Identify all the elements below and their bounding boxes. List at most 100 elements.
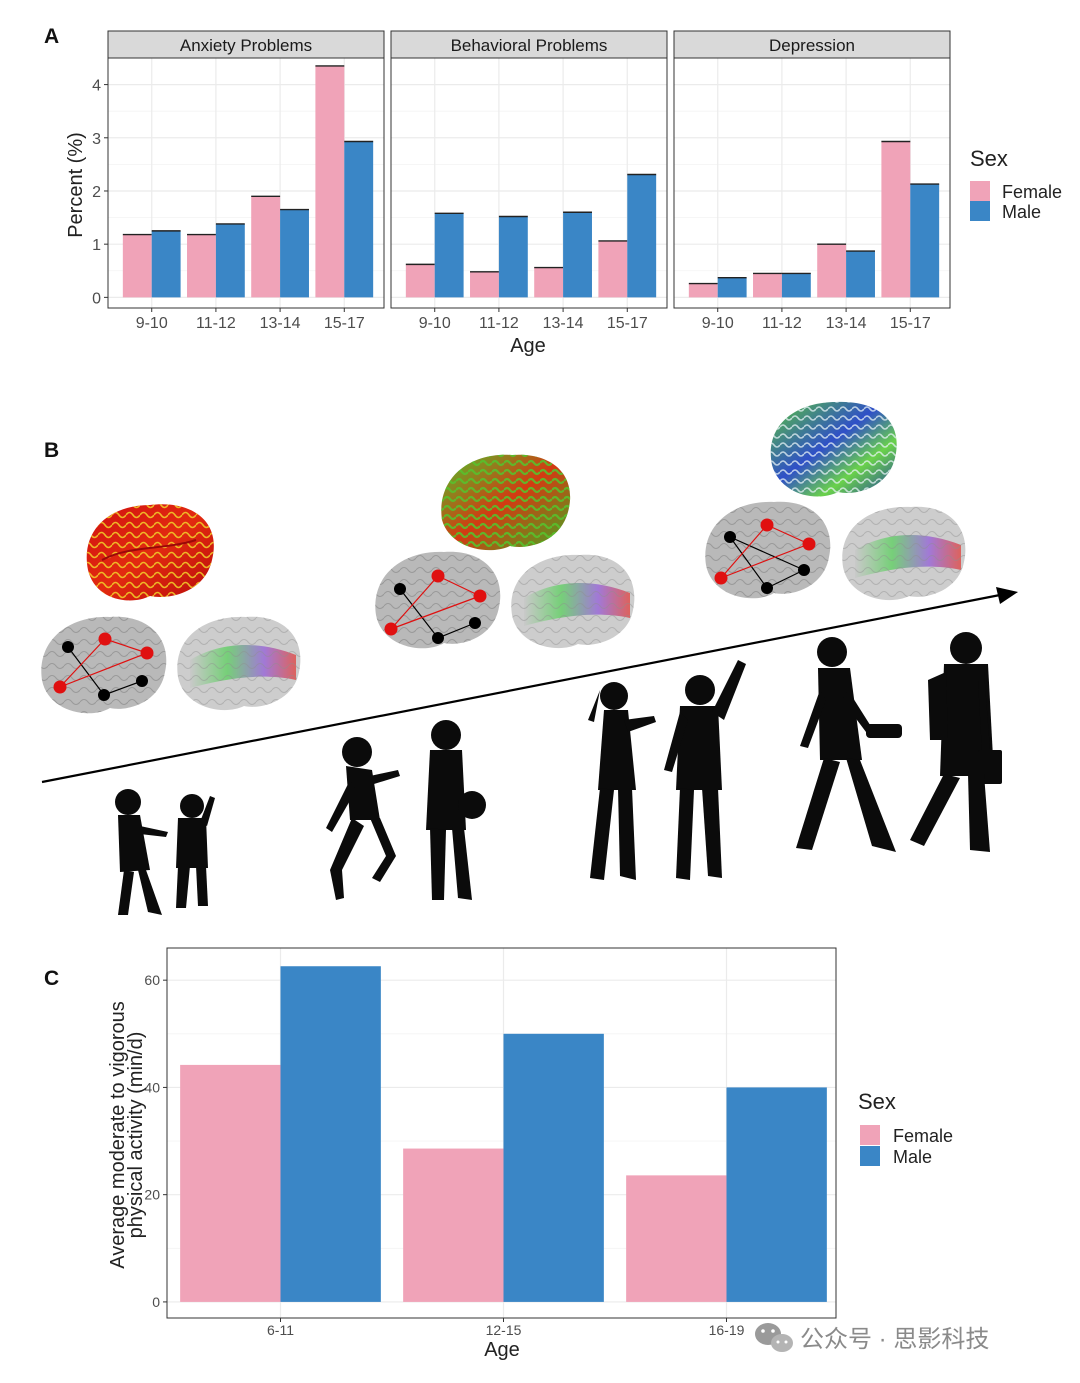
chart-c-border bbox=[166, 947, 837, 1319]
bar-female-9-10 bbox=[122, 234, 152, 298]
bar-male-9-10 bbox=[717, 277, 747, 298]
chart-a-x-axis-title: Age bbox=[510, 335, 546, 357]
bar-male-16-19 bbox=[726, 1087, 827, 1302]
connectivity-brain-3 bbox=[705, 501, 831, 599]
tractography-brain-1 bbox=[177, 616, 301, 711]
bar-female-16-19 bbox=[626, 1175, 727, 1302]
watermark-text: 公众号 · 思影科技 bbox=[800, 1326, 989, 1353]
bar-female-9-10 bbox=[688, 283, 718, 298]
panel-c-letter: C bbox=[44, 967, 59, 990]
bar-male-11-12 bbox=[498, 216, 528, 298]
legend-c: Sex Female Male bbox=[858, 1089, 953, 1167]
bar-female-13-14 bbox=[534, 267, 564, 298]
facet-strip-label: Anxiety Problems bbox=[180, 36, 312, 55]
connectivity-brain-1 bbox=[41, 616, 167, 714]
y-tick-label: 40 bbox=[144, 1079, 160, 1095]
watermark: 公众号 · 思影科技 bbox=[755, 1323, 989, 1353]
bar-female-15-17 bbox=[881, 141, 911, 298]
bar-female-12-15 bbox=[403, 1148, 504, 1302]
legend-a-title: Sex bbox=[970, 146, 1008, 171]
bar-male-13-14 bbox=[846, 251, 875, 298]
chart-a-y-axis-title: Percent (%) bbox=[65, 132, 87, 238]
x-tick-label: 11-12 bbox=[762, 315, 802, 332]
silhouette-waving-boy bbox=[664, 660, 746, 880]
facet-strip-label: Depression bbox=[769, 36, 855, 55]
cortical-surface-brain-2 bbox=[441, 454, 571, 551]
bar-male-13-14 bbox=[280, 209, 309, 298]
legend-a: Sex Female Male bbox=[970, 146, 1062, 222]
y-tick-label: 60 bbox=[144, 972, 160, 988]
x-tick-label: 9-10 bbox=[702, 315, 734, 332]
facet-border bbox=[390, 57, 668, 309]
cortical-surface-brain-1 bbox=[86, 504, 214, 601]
y-tick-label: 0 bbox=[92, 290, 101, 307]
x-tick-label: 9-10 bbox=[419, 315, 451, 332]
bar-male-11-12 bbox=[215, 223, 245, 298]
x-tick-label: 13-14 bbox=[260, 315, 301, 332]
facet-behavioral-problems: Behavioral Problems 9-10 11-12 13-14 15-17 bbox=[390, 30, 668, 332]
panel-b-letter: B bbox=[44, 439, 59, 462]
silhouette-woman-walking bbox=[796, 637, 902, 852]
bar-female-15-17 bbox=[315, 65, 345, 298]
bar-female-11-12 bbox=[753, 273, 782, 298]
facet-strip bbox=[107, 30, 385, 59]
x-tick-label: 15-17 bbox=[890, 315, 931, 332]
bar-male-9-10 bbox=[151, 230, 181, 298]
x-tick-label: 11-12 bbox=[479, 315, 519, 332]
silhouette-teen-girl bbox=[588, 682, 656, 880]
y-tick-label: 20 bbox=[144, 1187, 160, 1203]
bar-female-6-11 bbox=[180, 1064, 281, 1302]
y-tick-label: 4 bbox=[92, 78, 101, 95]
legend-c-male-label: Male bbox=[893, 1147, 932, 1167]
bar-male-6-11 bbox=[280, 966, 381, 1302]
age-arrow bbox=[41, 593, 1001, 784]
chart-c-x-axis-title: Age bbox=[484, 1339, 520, 1361]
legend-c-female-label: Female bbox=[893, 1126, 953, 1146]
y-tick-label: 2 bbox=[92, 184, 101, 201]
facet-border bbox=[107, 57, 385, 309]
y-tick-label: 3 bbox=[92, 131, 101, 148]
legend-a-male-label: Male bbox=[1002, 202, 1041, 222]
tractography-brain-3 bbox=[842, 506, 966, 601]
y-tick-label: 0 bbox=[152, 1294, 160, 1310]
chart-c: 0 20 40 60 6-11 12-15 16-19 Average moderate t… bbox=[107, 947, 837, 1361]
x-tick-label: 11-12 bbox=[196, 315, 236, 332]
cortical-surface-brain-3 bbox=[770, 401, 897, 497]
chart-c-y-axis-title-line-2: physical activity (min/d) bbox=[125, 1032, 147, 1239]
facet-strip bbox=[673, 30, 951, 59]
tractography-brain-2 bbox=[511, 554, 635, 649]
legend-c-title: Sex bbox=[858, 1089, 896, 1114]
bar-male-15-17 bbox=[344, 141, 374, 298]
bar-male-13-14 bbox=[563, 212, 592, 298]
facet-anxiety-problems: Anxiety Problems 9-10 11-12 13-14 15-17 bbox=[107, 30, 385, 332]
x-tick-label: 15-17 bbox=[324, 315, 365, 332]
silhouette-man-with-briefcase bbox=[910, 632, 1002, 852]
silhouette-child-girl bbox=[115, 789, 168, 915]
bar-male-15-17 bbox=[627, 174, 657, 298]
legend-c-female-swatch bbox=[860, 1125, 880, 1145]
bar-female-13-14 bbox=[251, 196, 281, 298]
x-tick-label: 13-14 bbox=[543, 315, 584, 332]
y-tick-label: 1 bbox=[92, 237, 101, 254]
silhouette-boy-with-ball bbox=[426, 720, 486, 900]
bar-female-13-14 bbox=[817, 244, 847, 298]
legend-a-female-label: Female bbox=[1002, 182, 1062, 202]
connectivity-brain-2 bbox=[375, 551, 501, 649]
legend-c-male-swatch bbox=[860, 1146, 880, 1166]
facet-depression: Depression 9-10 11-12 13-14 15-17 bbox=[673, 30, 951, 332]
legend-a-male-swatch bbox=[970, 201, 990, 221]
x-tick-label: 9-10 bbox=[136, 315, 168, 332]
bar-male-15-17 bbox=[910, 184, 940, 298]
legend-a-female-swatch bbox=[970, 181, 990, 201]
bar-male-12-15 bbox=[503, 1033, 604, 1302]
silhouette-child-boy bbox=[176, 794, 215, 908]
facet-border bbox=[673, 57, 951, 309]
x-tick-label: 15-17 bbox=[607, 315, 648, 332]
age-arrow-head bbox=[996, 587, 1018, 604]
facet-strip-label: Behavioral Problems bbox=[451, 36, 608, 55]
x-tick-label: 13-14 bbox=[826, 315, 867, 332]
bar-male-9-10 bbox=[434, 213, 464, 298]
facet-strip bbox=[390, 30, 668, 59]
panel-a-letter: A bbox=[44, 25, 59, 48]
